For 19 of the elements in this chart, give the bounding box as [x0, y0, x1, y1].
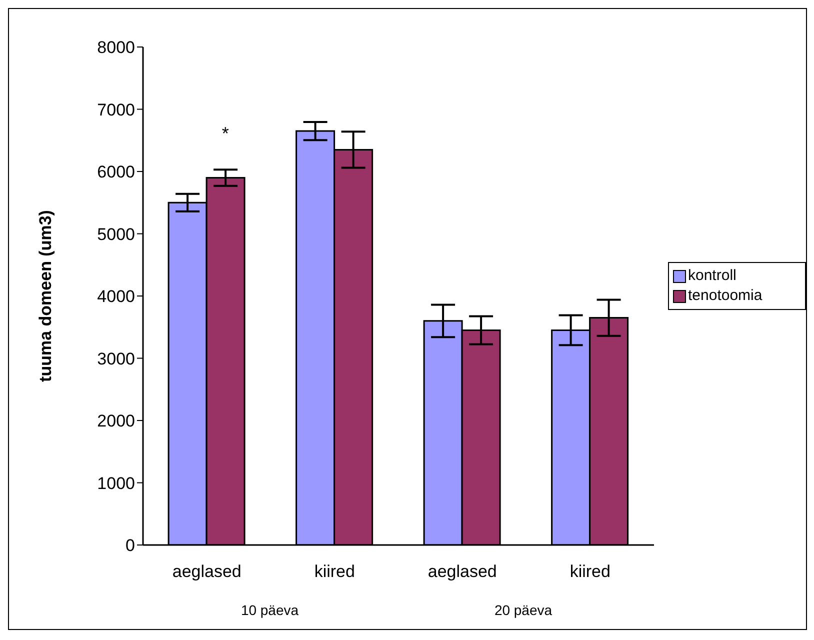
y-tick-label: 8000 [97, 38, 135, 58]
legend-label: tenotoomia [688, 286, 762, 306]
y-tick-label: 4000 [97, 287, 135, 306]
y-tick-label: 3000 [97, 349, 135, 368]
annotation: * [222, 124, 229, 144]
y-tick-label: 7000 [97, 100, 135, 120]
x-tick-label: kiired [314, 562, 355, 582]
y-tick-label: 5000 [97, 224, 135, 244]
y-axis-title: tuuma domeen (um3) [36, 210, 56, 382]
legend-label: kontroll [688, 266, 736, 286]
y-tick-label: 6000 [97, 162, 135, 182]
x-tick-label: aeglased [428, 562, 497, 582]
x-tick-label: kiired [570, 562, 610, 582]
y-tick-label: 0 [126, 536, 135, 556]
text: 10 päeva [240, 602, 299, 618]
y-tick-label: 1000 [97, 474, 135, 493]
x-tick-label: aeglased [172, 562, 242, 582]
y-tick-label: 2000 [97, 412, 135, 431]
text: 20 päeva [494, 602, 552, 618]
